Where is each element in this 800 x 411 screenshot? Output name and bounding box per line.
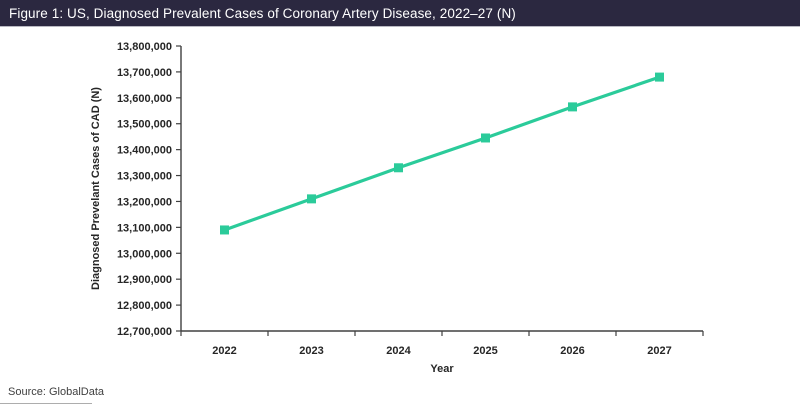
footer-divider [0,403,92,404]
data-point-marker [568,102,577,112]
line-chart: 12,700,000 12,800,000 12,900,000 13,000,000… [90,41,704,375]
figure-title: Figure 1: US, Diagnosed Prevalent Cases … [9,5,516,21]
y-tick-label: 12,700,000 [117,326,172,338]
chart-area: 12,700,000 12,800,000 12,900,000 13,000,000… [0,27,800,379]
x-axis-title: Year [430,363,454,375]
x-tick-label: 2023 [299,345,323,357]
data-point-marker [307,194,316,204]
trend-line [223,75,661,232]
footer: Source: GlobalData [0,382,800,404]
x-tick-label: 2026 [560,345,584,357]
source-note: Source: GlobalData [8,386,104,398]
figure-title-bar: Figure 1: US, Diagnosed Prevalent Cases … [0,0,800,27]
y-tick-label: 13,400,000 [117,145,172,157]
data-point-marker [655,72,664,82]
y-tick-label: 13,000,000 [117,248,172,260]
x-tick-label: 2024 [386,345,411,357]
y-tick-label: 13,300,000 [117,171,172,183]
y-tick-label: 13,100,000 [117,222,172,234]
y-tick-label: 12,800,000 [117,300,172,312]
data-point-marker [481,133,490,143]
y-tick-label: 13,500,000 [117,119,172,131]
x-tick-label: 2025 [473,345,497,357]
y-axis-title: Diagnosed Prevelant Cases of CAD (N) [90,87,102,290]
x-tick-label: 2022 [212,345,236,357]
y-tick-label: 13,200,000 [117,196,172,208]
x-tick-label: 2027 [647,345,671,357]
data-point-marker [394,163,403,173]
y-tick-label: 13,800,000 [117,41,172,53]
y-tick-label: 13,700,000 [117,67,172,79]
data-point-marker [220,225,229,235]
y-tick-label: 13,600,000 [117,93,172,105]
y-tick-label: 12,900,000 [117,274,172,286]
